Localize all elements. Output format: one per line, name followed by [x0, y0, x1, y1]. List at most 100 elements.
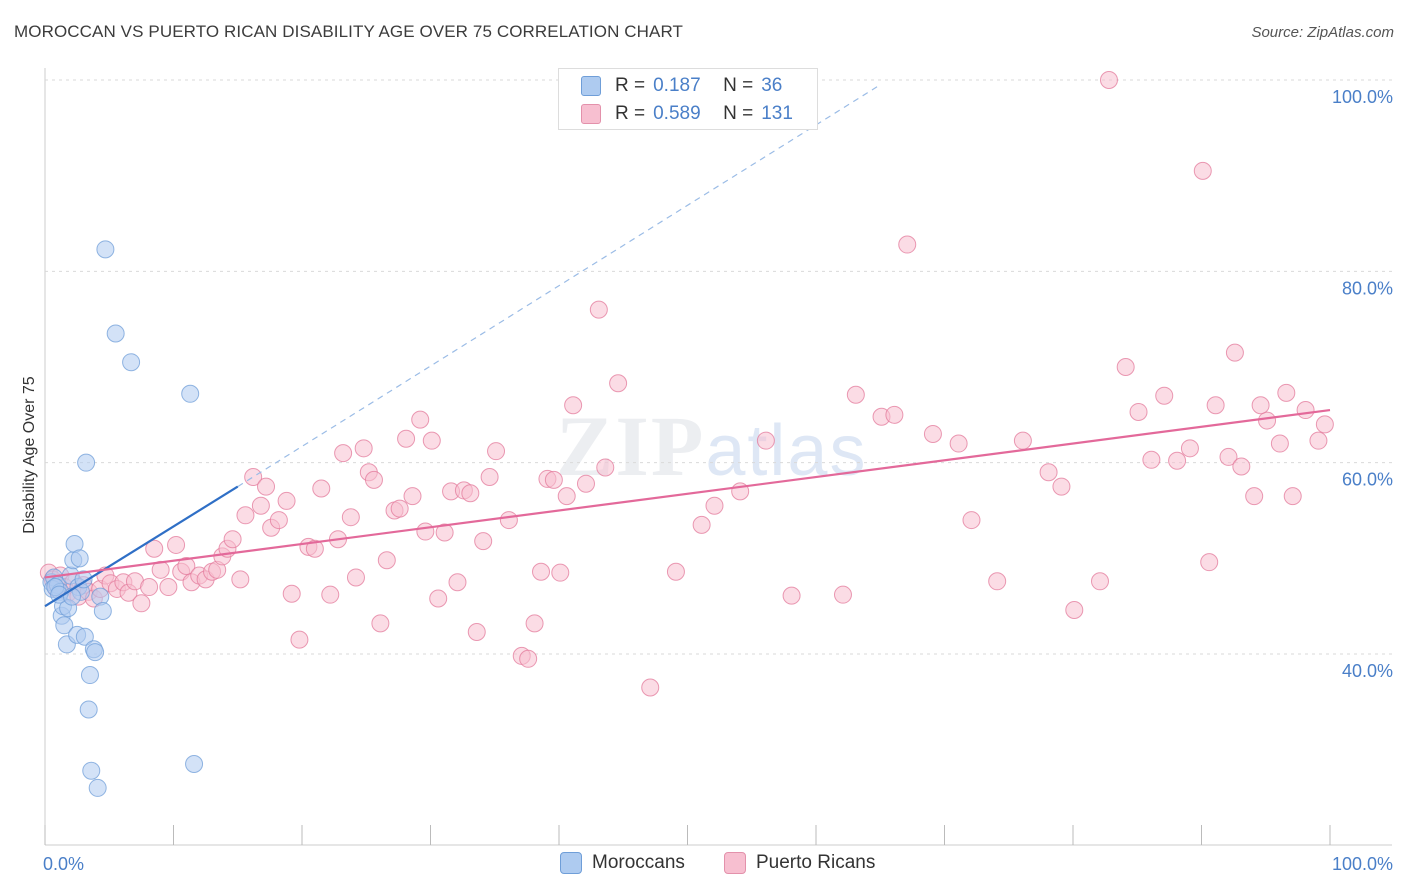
data-point-puerto-ricans [1232, 457, 1251, 476]
stats-legend: R = 0.187 N = 36 R = 0.589 N = 131 [558, 68, 818, 130]
data-point-puerto-ricans [177, 556, 196, 575]
legend-r-value: 0.187 [653, 75, 701, 96]
data-point-puerto-ricans [364, 470, 383, 489]
data-point-puerto-ricans [666, 562, 685, 581]
data-point-puerto-ricans [346, 568, 365, 587]
data-point-moroccans [88, 778, 107, 797]
data-point-puerto-ricans [257, 477, 276, 496]
data-point-puerto-ricans [1245, 487, 1264, 506]
chart-title: MOROCCAN VS PUERTO RICAN DISABILITY AGE … [14, 22, 684, 41]
data-point-puerto-ricans [988, 572, 1007, 591]
data-point-puerto-ricans [1039, 463, 1058, 482]
data-point-moroccans [106, 324, 125, 343]
legend-swatch-puerto-ricans [581, 104, 601, 124]
data-point-puerto-ricans [282, 584, 301, 603]
trend-line-puerto-ricans [44, 408, 1331, 579]
data-point-puerto-ricans [544, 470, 563, 489]
data-point-puerto-ricans [341, 508, 360, 527]
data-point-puerto-ricans [1315, 415, 1334, 434]
data-point-puerto-ricans [499, 511, 518, 530]
data-point-puerto-ricans [1200, 553, 1219, 572]
data-point-puerto-ricans [846, 385, 865, 404]
y-axis-label: Disability Age Over 75 [21, 376, 38, 534]
data-point-puerto-ricans [354, 439, 373, 458]
data-point-puerto-ricans [705, 496, 724, 515]
data-point-moroccans [122, 353, 141, 372]
data-point-puerto-ricans [525, 614, 544, 633]
data-point-puerto-ricans [1142, 450, 1161, 469]
data-point-puerto-ricans [1219, 447, 1238, 466]
data-point-puerto-ricans [411, 410, 430, 429]
legend-swatch-moroccans [581, 76, 601, 96]
data-point-puerto-ricans [334, 444, 353, 463]
data-point-puerto-ricans [1258, 411, 1277, 430]
data-point-puerto-ricans [435, 523, 454, 542]
data-point-puerto-ricans [461, 484, 480, 503]
data-point-moroccans [181, 384, 200, 403]
data-point-puerto-ricans [377, 551, 396, 570]
data-point-puerto-ricans [1052, 477, 1071, 496]
data-point-puerto-ricans [1309, 431, 1328, 450]
data-point-puerto-ricans [596, 458, 615, 477]
data-point-puerto-ricans [448, 573, 467, 592]
data-point-puerto-ricans [467, 622, 486, 641]
data-point-puerto-ricans [277, 491, 296, 510]
data-point-puerto-ricans [1090, 572, 1109, 591]
data-point-puerto-ricans [1065, 600, 1084, 619]
data-point-puerto-ricans [312, 479, 331, 498]
data-point-puerto-ricans [949, 434, 968, 453]
data-point-puerto-ricans [1283, 487, 1302, 506]
data-point-puerto-ricans [1225, 343, 1244, 362]
y-tick-label: 40.0% [1342, 661, 1393, 681]
data-point-puerto-ricans [422, 431, 441, 450]
data-point-puerto-ricans [321, 585, 340, 604]
data-point-puerto-ricans [692, 515, 711, 534]
data-point-puerto-ricans [782, 586, 801, 605]
legend-row-moroccans: R = 0.187 N = 36 [581, 74, 782, 98]
bottom-legend-label-puerto-ricans: Puerto Ricans [756, 852, 876, 873]
data-point-puerto-ricans [1129, 402, 1148, 421]
data-point-puerto-ricans [397, 429, 416, 448]
data-point-puerto-ricans [1206, 396, 1225, 415]
data-point-moroccans [79, 700, 98, 719]
data-point-puerto-ricans [1296, 401, 1315, 420]
data-point-puerto-ricans [416, 522, 435, 541]
data-point-puerto-ricans [1270, 434, 1289, 453]
x-tick-label: 100.0% [1332, 854, 1393, 874]
bottom-legend-puerto-ricans[interactable]: Puerto Ricans [724, 852, 875, 874]
x-tick-label: 0.0% [43, 854, 84, 874]
data-point-moroccans [75, 627, 94, 646]
data-point-puerto-ricans [167, 535, 186, 554]
data-point-puerto-ricans [962, 511, 981, 530]
trend-line-moroccans [44, 485, 239, 608]
legend-r-label: R = [615, 103, 646, 124]
watermark-atlas: atlas [705, 411, 868, 491]
data-point-puerto-ricans [487, 442, 506, 461]
data-point-puerto-ricans [145, 539, 164, 558]
chart-source: Source: ZipAtlas.com [1251, 24, 1394, 41]
data-point-puerto-ricans [223, 530, 242, 549]
data-point-moroccans [86, 643, 105, 662]
bottom-legend-swatch-moroccans [560, 852, 582, 874]
data-point-puerto-ricans [140, 578, 159, 597]
bottom-legend-moroccans[interactable]: Moroccans [560, 852, 685, 874]
data-point-puerto-ricans [390, 499, 409, 518]
data-point-puerto-ricans [885, 405, 904, 424]
data-point-puerto-ricans [609, 374, 628, 393]
data-point-puerto-ricans [305, 539, 324, 558]
data-point-moroccans [185, 755, 204, 774]
data-point-puerto-ricans [551, 563, 570, 582]
data-point-moroccans [82, 761, 101, 780]
data-point-puerto-ricans [589, 300, 608, 319]
bottom-legend-swatch-puerto-ricans [724, 852, 746, 874]
y-tick-label: 80.0% [1342, 278, 1393, 298]
data-point-puerto-ricans [236, 506, 255, 525]
data-point-puerto-ricans [1116, 358, 1135, 376]
data-point-puerto-ricans [1180, 439, 1199, 458]
data-point-puerto-ricans [290, 630, 309, 649]
data-point-puerto-ricans [1251, 396, 1270, 415]
data-point-puerto-ricans [923, 424, 942, 443]
data-point-puerto-ricans [429, 589, 448, 608]
data-point-puerto-ricans [480, 468, 499, 487]
